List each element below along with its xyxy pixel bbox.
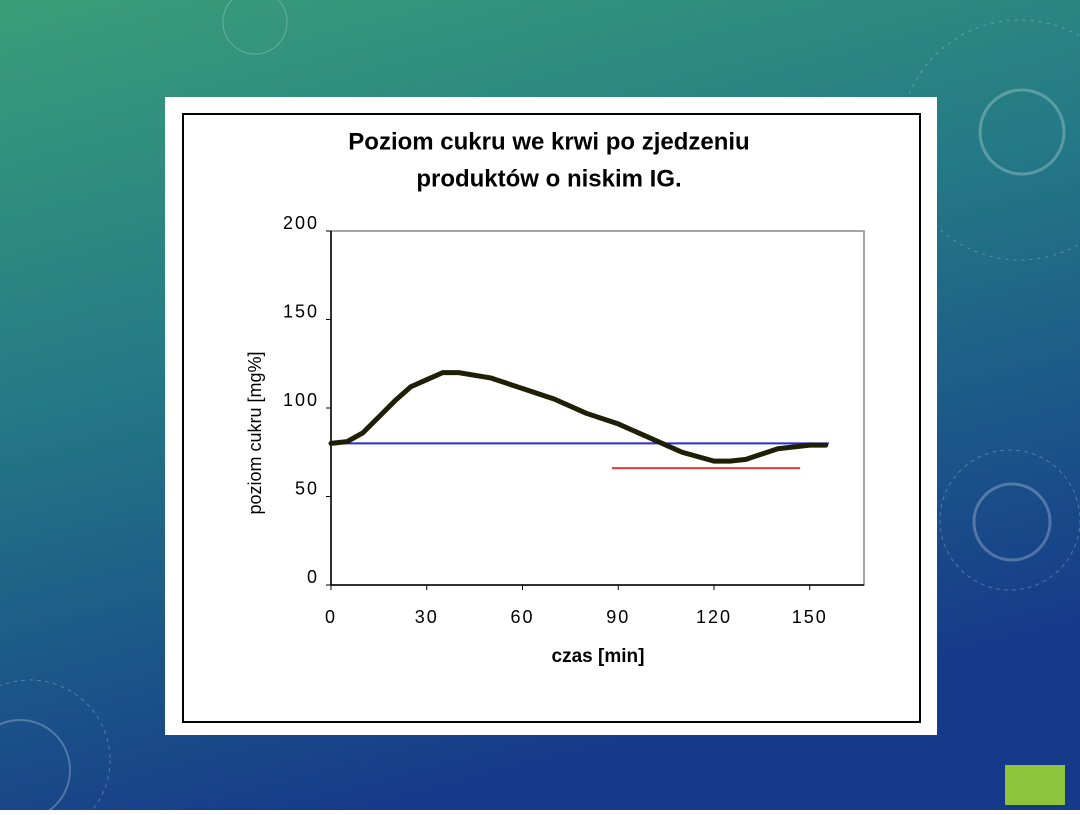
y-tick-label: 150 [283,301,319,321]
x-axis-label: czas [min] [552,646,645,667]
x-tick-label: 90 [606,607,630,627]
y-tick-label: 200 [283,213,319,233]
deco-circle [222,0,288,55]
y-axis-label: poziom cukru [mg%] [245,351,265,514]
corner-square [1005,765,1065,805]
chart-title: produktów o niskim IG. [416,165,681,192]
x-tick-label: 150 [792,607,828,627]
deco-circle [0,679,111,815]
chart-border [182,113,921,723]
deco-circle [939,449,1080,591]
x-tick-label: 0 [325,607,337,627]
x-tick-label: 30 [415,607,439,627]
y-tick-label: 100 [283,390,319,410]
y-tick-label: 0 [307,567,319,587]
image-frame [165,97,937,735]
deco-circle [978,88,1066,176]
series-line [328,370,829,464]
deco-circle [972,482,1052,562]
x-tick-label: 60 [510,607,534,627]
x-tick-label: 120 [696,607,732,627]
deco-circle [0,719,71,815]
chart-title: Poziom cukru we krwi po zjedzeniu [348,128,749,155]
y-tick-label: 50 [295,478,319,498]
